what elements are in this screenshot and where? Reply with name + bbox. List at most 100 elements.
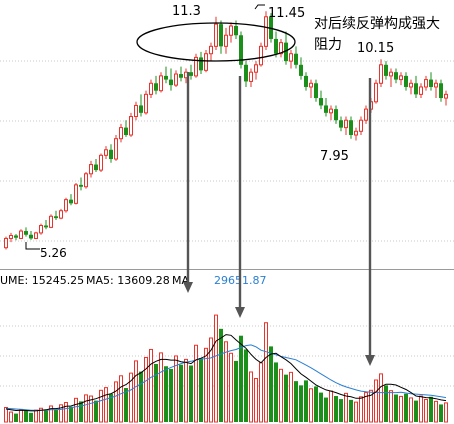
low-label-7-95: 7.95 <box>320 149 349 164</box>
candle-body-61 <box>309 82 313 88</box>
candle-body-21 <box>109 149 113 160</box>
volume-bar-65 <box>329 390 333 423</box>
candle-body-26 <box>134 104 138 118</box>
candle-body-14 <box>74 184 78 204</box>
candle-body-6 <box>34 232 38 239</box>
candle-body-31 <box>159 75 163 92</box>
candle-body-4 <box>24 231 28 235</box>
volume-bar-86 <box>434 400 438 423</box>
candle-body-65 <box>329 108 333 114</box>
volume-bar-5 <box>29 412 33 422</box>
candle-body-86 <box>434 82 438 88</box>
volume-bar-30 <box>154 363 158 422</box>
candle-body-46 <box>234 26 238 36</box>
candle-body-68 <box>344 119 348 129</box>
candle-body-82 <box>414 83 418 95</box>
candle-body-75 <box>379 64 383 84</box>
volume-bar-88 <box>444 402 448 423</box>
candle-body-64 <box>324 105 328 113</box>
volume-bar-26 <box>134 360 138 423</box>
volume-bar-33 <box>169 368 173 422</box>
volume-bar-87 <box>439 404 443 422</box>
candle-body-33 <box>169 79 173 86</box>
volume-bar-4 <box>24 410 28 422</box>
volume-bar-16 <box>84 394 88 423</box>
volume-bar-35 <box>179 364 183 422</box>
candle-body-59 <box>299 64 303 76</box>
volume-bar-54 <box>274 362 278 422</box>
volume-bar-18 <box>94 400 98 422</box>
volume-bar-46 <box>234 360 238 422</box>
volume-bar-14 <box>74 397 78 423</box>
candle-body-84 <box>424 79 428 88</box>
volume-bar-25 <box>129 372 133 423</box>
candle-body-44 <box>224 34 228 47</box>
volume-bar-55 <box>279 368 283 423</box>
candle-body-57 <box>289 53 293 62</box>
volume-bar-70 <box>354 401 358 423</box>
volume-bar-44 <box>224 341 228 423</box>
volume-bar-69 <box>349 399 353 422</box>
candle-body-47 <box>239 35 243 65</box>
volume-bar-8 <box>44 410 48 422</box>
candle-body-17 <box>89 164 93 175</box>
candle-body-28 <box>144 93 148 114</box>
volume-bar-64 <box>324 397 328 422</box>
candle-body-22 <box>114 138 118 160</box>
candle-body-74 <box>374 82 378 103</box>
volume-bar-2 <box>14 413 18 422</box>
high-label-11-45: 11.45 <box>268 6 305 21</box>
volume-bar-36 <box>184 358 188 423</box>
candle-body-85 <box>429 79 433 87</box>
volume-bar-59 <box>299 385 303 422</box>
candle-body-16 <box>84 173 88 188</box>
volume-bar-20 <box>104 387 108 423</box>
candle-body-76 <box>384 64 388 76</box>
ma5-label: MA5: 13609.28 <box>86 274 170 287</box>
resistance-note-line-1: 对后续反弹构成强大 <box>314 15 440 32</box>
candle-body-87 <box>439 83 443 99</box>
candle-body-43 <box>219 24 223 47</box>
volume-bar-38 <box>194 344 198 423</box>
volume-bar-63 <box>319 392 323 422</box>
high-pointer-11-45 <box>254 4 265 10</box>
volume-bar-23 <box>119 375 123 423</box>
volume-bar-77 <box>389 390 393 423</box>
volume-bar-83 <box>419 395 423 423</box>
candle-body-60 <box>304 75 308 87</box>
candle-body-56 <box>284 42 288 62</box>
volume-bar-82 <box>414 400 418 422</box>
volume-bar-56 <box>284 374 288 422</box>
candle-body-15 <box>79 184 83 187</box>
volume-bar-76 <box>384 385 388 422</box>
candle-body-69 <box>349 120 353 135</box>
candle-body-30 <box>154 83 158 91</box>
candle-body-37 <box>189 72 193 76</box>
volume-bar-79 <box>399 395 403 423</box>
resistance-note-line-2: 阻力 <box>314 37 342 53</box>
candle-body-72 <box>364 108 368 121</box>
volume-bar-62 <box>314 386 318 422</box>
candle-body-3 <box>19 230 23 239</box>
volume-bar-21 <box>109 393 113 422</box>
candle-body-32 <box>164 75 168 80</box>
volume-bar-7 <box>39 407 43 423</box>
candle-body-45 <box>229 25 233 36</box>
ma5-line <box>5 334 447 412</box>
candle-body-2 <box>14 235 18 238</box>
volume-bar-24 <box>124 388 128 422</box>
volume-bar-61 <box>309 388 313 423</box>
volume-bar-78 <box>394 394 398 422</box>
volume-bar-51 <box>259 362 263 423</box>
ma10-line <box>5 344 447 411</box>
arrow-head-1 <box>235 307 245 318</box>
volume-bar-39 <box>199 358 203 422</box>
candle-body-12 <box>64 199 68 212</box>
candle-body-49 <box>249 71 253 82</box>
candle-body-0 <box>4 237 8 249</box>
volume-bar-73 <box>369 389 373 423</box>
volume-bar-71 <box>359 396 363 423</box>
candle-body-29 <box>149 82 153 95</box>
candle-body-38 <box>194 56 198 77</box>
